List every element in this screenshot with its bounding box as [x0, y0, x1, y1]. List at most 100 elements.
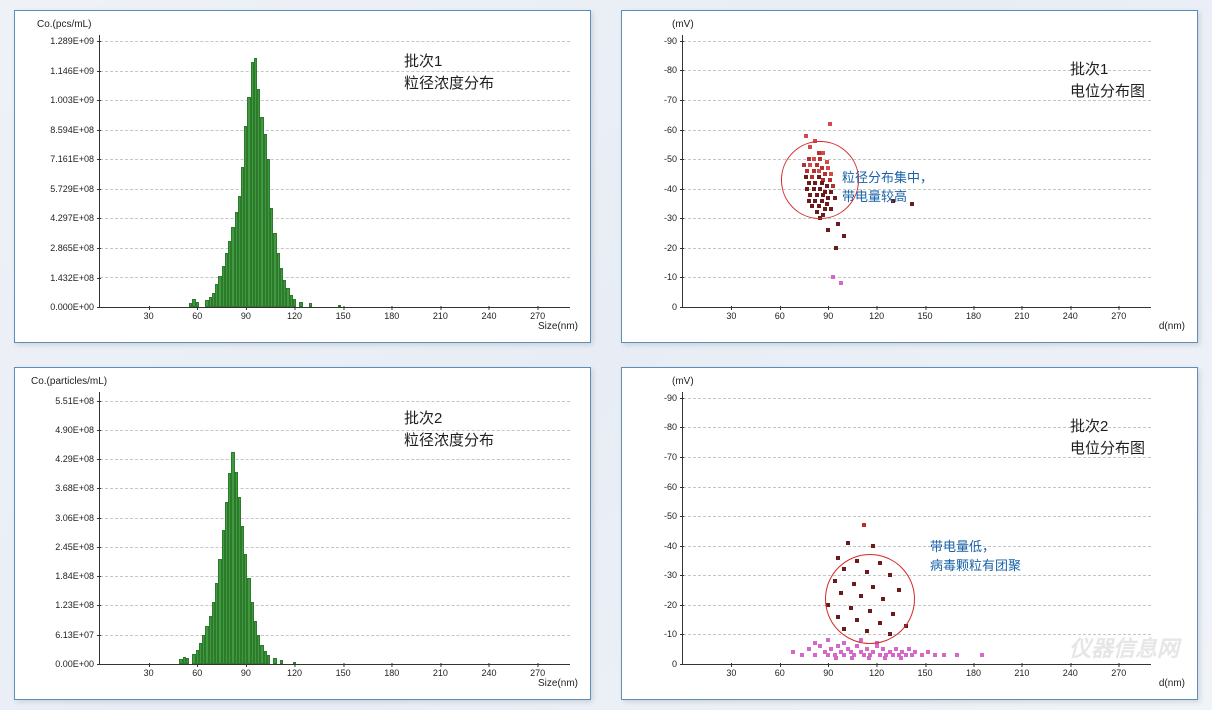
ytick-label: -10 [664, 629, 683, 639]
ytick-label: 0 [672, 659, 683, 669]
scatter-point [899, 656, 903, 660]
scatter-point [842, 641, 846, 645]
annot-line2: 带电量较高 [842, 189, 907, 204]
ytick-label: -60 [664, 125, 683, 135]
xtick-label: 30 [726, 307, 736, 321]
xtick-label: 120 [869, 307, 884, 321]
ytick-label: 4.90E+08 [55, 425, 100, 435]
chart-batch1-zeta: (mV) 0-10-20-30-40-50-60-70-80-903060901… [628, 17, 1191, 336]
title-line1: 批次1 [404, 53, 442, 70]
scatter-point [920, 653, 924, 657]
scatter-point [842, 653, 846, 657]
xtick-label: 150 [918, 664, 933, 678]
ytick-label: 5.51E+08 [55, 396, 100, 406]
xtick-label: 210 [1014, 307, 1029, 321]
ytick-label: -10 [664, 272, 683, 282]
scatter-point [865, 647, 869, 651]
xtick-label: 60 [192, 664, 202, 678]
ytick-label: 8.594E+08 [50, 125, 100, 135]
xtick-label: 180 [966, 664, 981, 678]
ytick-label: 2.865E+08 [50, 243, 100, 253]
xtick-label: 120 [869, 664, 884, 678]
scatter-point [867, 656, 871, 660]
scatter-point [862, 523, 866, 527]
y-axis-label: Co.(particles/mL) [31, 376, 107, 387]
chart-batch2-zeta: (mV) 0-10-20-30-40-50-60-70-80-903060901… [628, 374, 1191, 693]
bar [299, 302, 302, 307]
ytick-label: -80 [664, 422, 683, 432]
scatter-point [807, 647, 811, 651]
xtick-label: 210 [1014, 664, 1029, 678]
ytick-label: -50 [664, 154, 683, 164]
ytick-label: -20 [664, 600, 683, 610]
ytick-label: 0.000E+00 [50, 302, 100, 312]
xtick-label: 270 [530, 664, 545, 678]
scatter-point [862, 653, 866, 657]
scatter-point [883, 656, 887, 660]
xtick-label: 180 [384, 307, 399, 321]
scatter-point [813, 653, 817, 657]
title-line2: 电位分布图 [1070, 440, 1145, 457]
chart-title: 批次2 电位分布图 [1070, 416, 1145, 460]
scatter-point [842, 234, 846, 238]
chart-title: 批次2 粒径浓度分布 [404, 408, 494, 452]
scatter-point [839, 281, 843, 285]
annot-line1: 粒径分布集中， [842, 170, 933, 185]
annotation: 带电量低， 病毒颗粒有团聚 [930, 538, 1021, 576]
ytick-label: -70 [664, 452, 683, 462]
ytick-label: 1.432E+08 [50, 273, 100, 283]
scatter-point [828, 122, 832, 126]
annot-line1: 带电量低， [930, 539, 995, 554]
x-axis-label: d(nm) [1159, 678, 1185, 689]
xtick-label: 270 [1111, 307, 1126, 321]
scatter-point [894, 647, 898, 651]
scatter-point [980, 653, 984, 657]
ytick-label: -40 [664, 184, 683, 194]
highlight-circle [825, 554, 915, 644]
ytick-label: -50 [664, 511, 683, 521]
scatter-point [913, 650, 917, 654]
ytick-label: 0.00E+00 [55, 659, 100, 669]
bar [196, 302, 199, 307]
ytick-label: 2.45E+08 [55, 542, 100, 552]
scatter-point [836, 556, 840, 560]
ytick-label: 1.289E+09 [50, 36, 100, 46]
title-line2: 粒径浓度分布 [404, 75, 494, 92]
y-axis-label: (mV) [672, 376, 694, 387]
scatter-point [804, 134, 808, 138]
scatter-point [829, 647, 833, 651]
ytick-label: -40 [664, 541, 683, 551]
scatter-point [955, 653, 959, 657]
title-line2: 粒径浓度分布 [404, 432, 494, 449]
annotation: 粒径分布集中， 带电量较高 [842, 169, 933, 207]
bar [293, 299, 296, 307]
scatter-point [831, 275, 835, 279]
plot-area: 0.000E+001.432E+082.865E+084.297E+085.72… [99, 35, 570, 308]
xtick-label: 210 [433, 664, 448, 678]
scatter-point [818, 644, 822, 648]
xtick-label: 90 [823, 664, 833, 678]
ytick-label: 5.729E+08 [50, 184, 100, 194]
ytick-label: 1.23E+08 [55, 600, 100, 610]
xtick-label: 240 [1063, 664, 1078, 678]
xtick-label: 30 [726, 664, 736, 678]
bar [186, 658, 189, 664]
xtick-label: 60 [775, 307, 785, 321]
ytick-label: 1.84E+08 [55, 571, 100, 581]
bar [293, 662, 296, 664]
xtick-label: 150 [918, 307, 933, 321]
xtick-label: 240 [481, 664, 496, 678]
xtick-label: 90 [241, 664, 251, 678]
xtick-label: 30 [144, 664, 154, 678]
chart-title: 批次1 粒径浓度分布 [404, 51, 494, 95]
scatter-point [826, 653, 830, 657]
ytick-label: 7.161E+08 [50, 154, 100, 164]
scatter-point [942, 653, 946, 657]
x-axis-label: d(nm) [1159, 321, 1185, 332]
xtick-label: 60 [192, 307, 202, 321]
xtick-label: 120 [287, 307, 302, 321]
xtick-label: 150 [336, 664, 351, 678]
scatter-point [834, 246, 838, 250]
scatter-point [813, 641, 817, 645]
bar [338, 305, 341, 307]
